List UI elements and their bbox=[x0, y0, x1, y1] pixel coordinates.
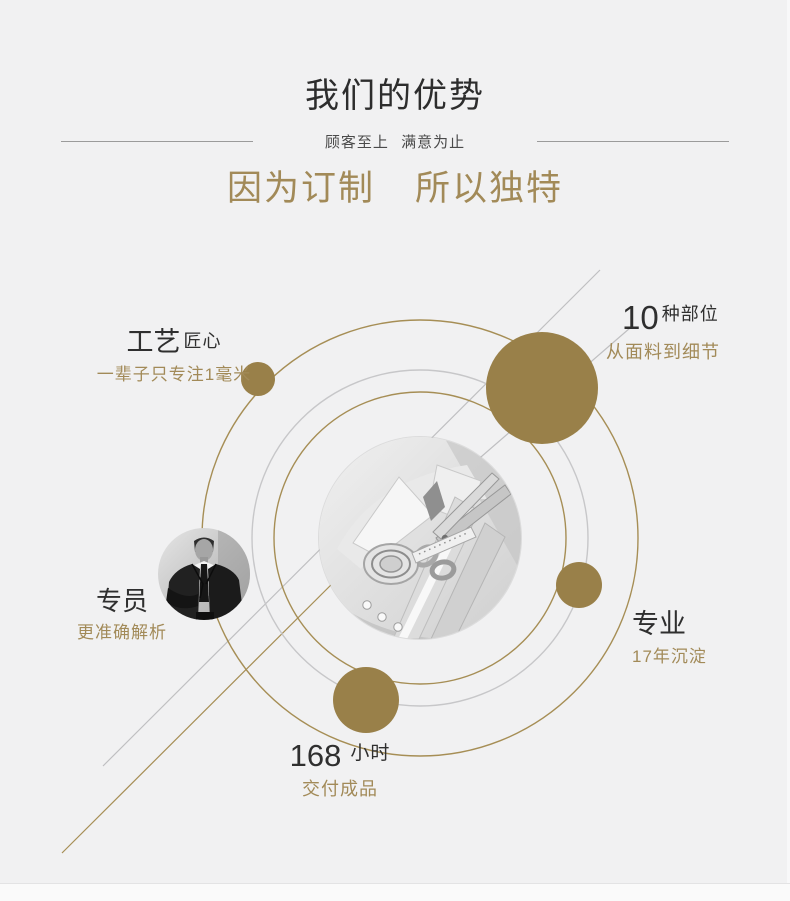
feature-specialist-title: 专员 bbox=[95, 586, 148, 616]
feature-hours-title: 168 bbox=[289, 738, 342, 773]
feature-craft-desc: 一辈子只专注1毫米 bbox=[96, 365, 252, 384]
gold-dot-parts bbox=[486, 332, 598, 444]
feature-craft-title: 工艺 bbox=[126, 327, 181, 357]
right-edge-strip bbox=[787, 0, 790, 883]
section-subtitle: 顾客至上 满意为止 bbox=[324, 134, 466, 151]
orbit-circle-inner bbox=[273, 391, 567, 685]
gold-dot-craft bbox=[241, 362, 275, 396]
feature-parts: 10 种部位 从面料到细节 bbox=[606, 299, 720, 364]
right-rule bbox=[537, 141, 730, 142]
feature-professional: 专业 17年沉淀 bbox=[632, 611, 707, 667]
tagline-left: 因为订制 bbox=[226, 169, 375, 208]
feature-parts-title: 10 bbox=[622, 299, 659, 336]
diagonal-line-gold bbox=[61, 555, 361, 854]
shirt-scissors-tape-illustration bbox=[319, 437, 521, 639]
orbit-circle-middle bbox=[251, 369, 589, 707]
feature-craft: 工艺 匠心 一辈子只专注1毫米 bbox=[95, 329, 253, 385]
gold-dot-professional bbox=[556, 562, 602, 608]
section-title: 我们的优势 bbox=[305, 77, 485, 115]
feature-professional-title: 专业 bbox=[632, 609, 686, 639]
feature-parts-suffix: 种部位 bbox=[661, 304, 719, 324]
tagline-right: 所以独特 bbox=[415, 169, 564, 208]
left-rule bbox=[60, 141, 253, 142]
feature-professional-title-row: 专业 bbox=[632, 611, 707, 638]
feature-hours-suffix: 小时 bbox=[350, 743, 391, 764]
feature-craft-title-row: 工艺 匠心 bbox=[95, 329, 253, 356]
feature-specialist: 专员 更准确解析 bbox=[74, 588, 170, 643]
specialist-photo bbox=[158, 528, 250, 620]
feature-hours: 168 小时 交付成品 bbox=[288, 738, 392, 801]
feature-specialist-desc: 更准确解析 bbox=[77, 623, 167, 642]
subtitle-row: 顾客至上 满意为止 bbox=[0, 131, 790, 152]
bottom-strip bbox=[0, 883, 790, 901]
feature-hours-title-row: 168 小时 bbox=[288, 738, 392, 773]
feature-parts-title-row: 10 种部位 bbox=[606, 299, 720, 336]
gold-dot-hours bbox=[333, 667, 399, 733]
feature-professional-desc: 17年沉淀 bbox=[632, 647, 707, 666]
feature-craft-suffix: 匠心 bbox=[183, 331, 222, 351]
tagline: 因为订制 所以独特 bbox=[0, 168, 790, 210]
feature-specialist-title-row: 专员 bbox=[74, 588, 170, 614]
tailor-portrait-illustration bbox=[158, 528, 250, 620]
feature-parts-desc: 从面料到细节 bbox=[606, 342, 720, 363]
center-photo bbox=[319, 437, 521, 639]
feature-hours-desc: 交付成品 bbox=[302, 779, 378, 800]
